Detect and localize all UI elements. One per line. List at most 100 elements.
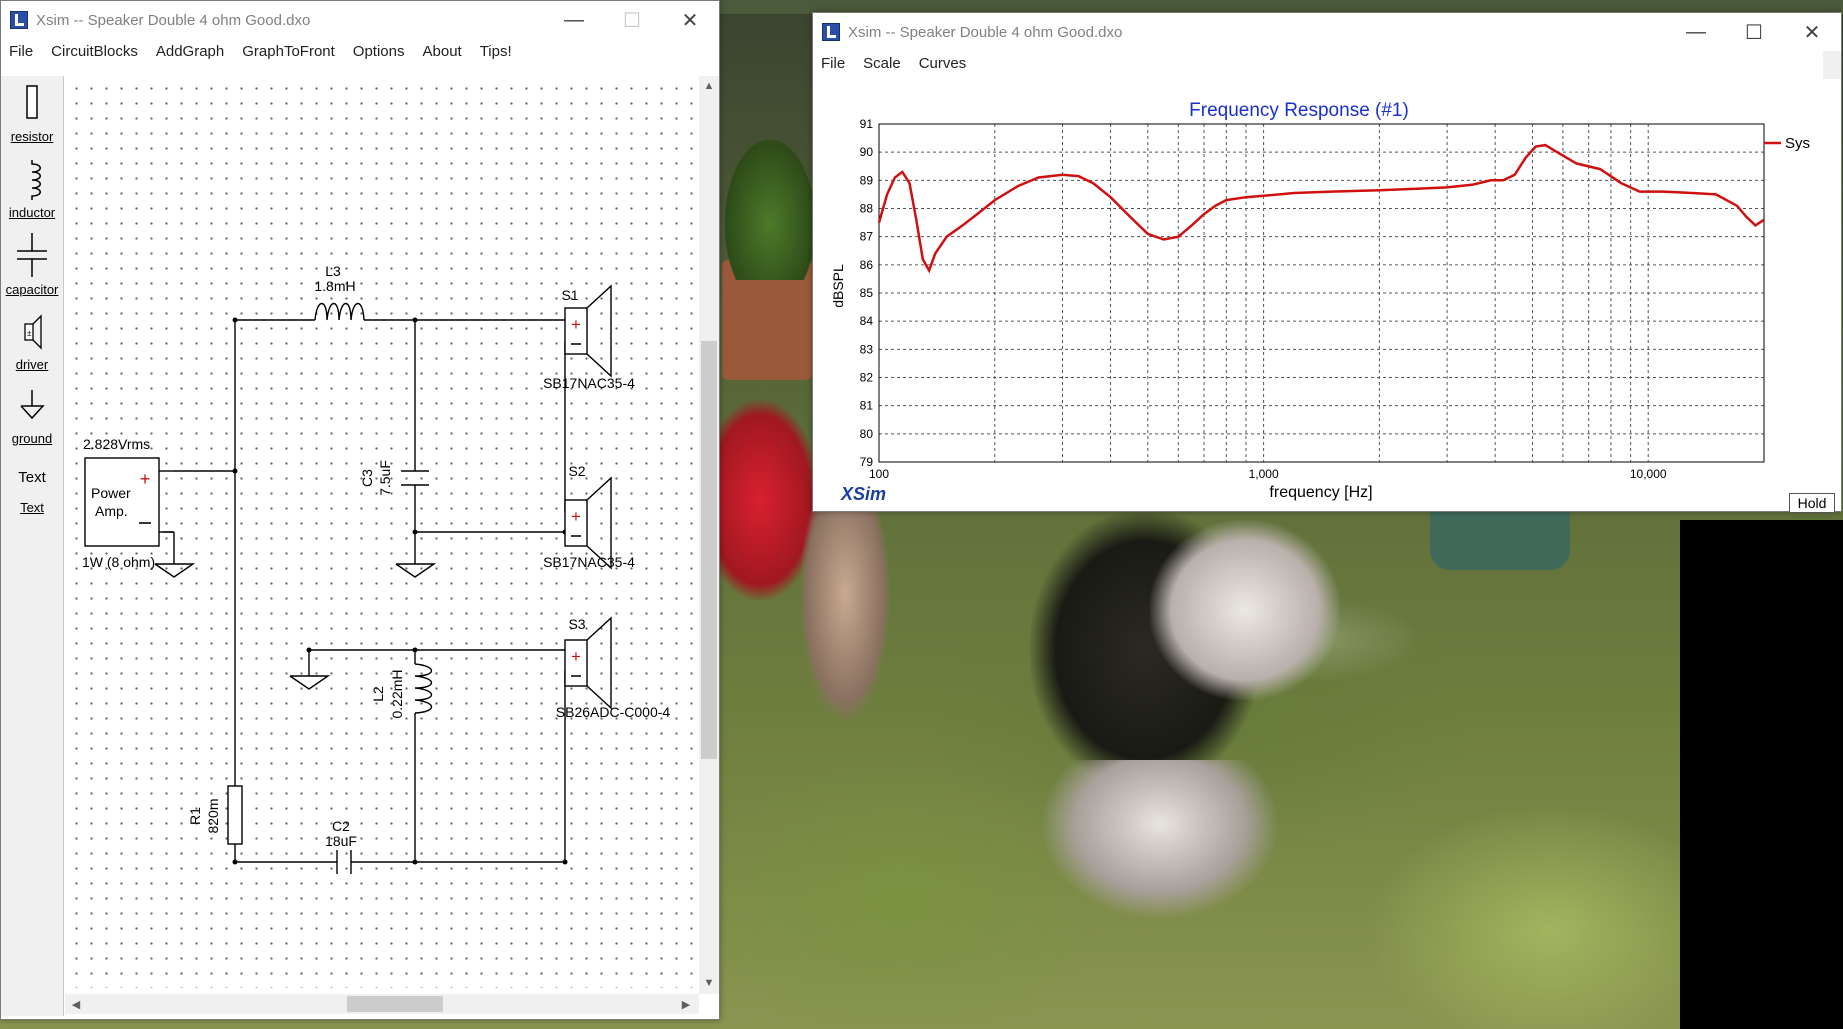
x-tick-label: 100 — [869, 467, 889, 481]
s1-name-label: S1 — [561, 287, 578, 303]
tool-capacitor-label: capacitor — [5, 282, 59, 297]
schematic-window[interactable]: Xsim -- Speaker Double 4 ohm Good.dxo — … — [0, 0, 720, 1020]
driver-icon: ± — [24, 314, 42, 350]
component-toolbox: resistor inductor capacitor ± driver — [1, 76, 64, 1016]
frequency-response-chart: Frequency Response (#1) 79 80 81 82 83 84 85 86… — [830, 100, 1810, 501]
menu-graphtofront[interactable]: GraphToFront — [242, 42, 335, 60]
schematic-canvas[interactable]: + + — [65, 76, 699, 988]
tool-resistor-label: resistor — [10, 129, 54, 144]
x-tick-labels: 100 1,000 10,000 — [869, 467, 1667, 481]
svg-text:+: + — [140, 469, 151, 489]
inductor-icon — [31, 160, 41, 200]
graph-menu-scale[interactable]: Scale — [863, 54, 901, 72]
horizontal-scroll-thumb[interactable] — [347, 996, 443, 1012]
graph-close-icon[interactable]: ✕ — [1803, 21, 1821, 44]
tool-inductor-label: inductor — [8, 205, 56, 220]
tool-text[interactable]: Text Text — [1, 469, 63, 515]
s2-name-label: S2 — [568, 463, 585, 479]
scroll-left-icon[interactable]: ◀ — [71, 998, 81, 1011]
c2-name-label: C2 — [332, 818, 350, 834]
hold-button[interactable]: Hold — [1789, 493, 1835, 513]
photo-plant — [725, 140, 815, 280]
source-name-line2: Amp. — [95, 503, 128, 519]
graph-maximize-icon[interactable]: ☐ — [1745, 21, 1763, 44]
photo-dog-right-legs — [1040, 760, 1280, 920]
tool-resistor[interactable]: resistor — [1, 82, 63, 144]
graph-menu-file[interactable]: File — [821, 54, 846, 72]
desktop-black-area — [1680, 520, 1843, 1029]
graph-titlebar[interactable]: Xsim -- Speaker Double 4 ohm Good.dxo — … — [813, 13, 1841, 51]
s1-model-label: SB17NAC35-4 — [543, 375, 635, 391]
x-axis-label: frequency [Hz] — [1269, 484, 1372, 501]
graph-menubar: File Scale Curves — [813, 51, 1841, 75]
capacitor-icon — [17, 233, 47, 277]
c2-value-label: 18uF — [325, 833, 357, 849]
tool-driver-label: driver — [15, 357, 49, 372]
menu-options[interactable]: Options — [352, 42, 405, 60]
svg-text:+: + — [571, 647, 581, 666]
driver-s3-symbol: + — [564, 616, 612, 710]
tool-text-label: Text — [20, 500, 44, 515]
y-tick-label: 88 — [860, 202, 874, 216]
photo-dog-right-head — [1150, 520, 1340, 700]
s3-name-label: S3 — [568, 616, 585, 632]
chart-grid — [879, 124, 1764, 462]
y-tick-labels: 79 80 81 82 83 84 85 86 87 88 89 90 91 — [860, 117, 874, 469]
menu-circuitblocks[interactable]: CircuitBlocks — [51, 42, 138, 60]
schematic-horizontal-scrollbar[interactable]: ◀ ▶ — [65, 994, 699, 1014]
x-tick-label: 1,000 — [1249, 467, 1279, 481]
schematic-vertical-scrollbar[interactable]: ▲ ▼ — [699, 76, 719, 994]
graph-menu-curves[interactable]: Curves — [918, 54, 967, 72]
l3-name-label: L3 — [325, 263, 341, 279]
menu-addgraph[interactable]: AddGraph — [155, 42, 225, 60]
source-power-label: 1W (8 ohm) — [82, 554, 155, 570]
y-tick-label: 91 — [860, 117, 874, 131]
scroll-down-icon[interactable]: ▼ — [703, 977, 715, 989]
y-tick-label: 86 — [860, 258, 874, 272]
l3-value-label: 1.8mH — [314, 278, 355, 294]
tool-ground[interactable]: ground — [1, 386, 63, 446]
schematic-window-title: Xsim -- Speaker Double 4 ohm Good.dxo — [36, 11, 311, 29]
scroll-up-icon[interactable]: ▲ — [703, 80, 715, 92]
close-icon[interactable]: ✕ — [681, 9, 699, 32]
tool-capacitor[interactable]: capacitor — [1, 233, 63, 297]
r1-value-label: 820m — [205, 798, 221, 833]
minimize-icon[interactable]: — — [564, 8, 584, 31]
photo-dog-left-legs — [800, 510, 890, 720]
resistor-icon — [26, 85, 38, 119]
c3-value-label: 7.5uF — [377, 460, 393, 496]
l2-value-label: 0.22mH — [389, 669, 405, 718]
graph-minimize-icon[interactable]: — — [1686, 20, 1706, 43]
x-tick-label: 10,000 — [1630, 467, 1667, 481]
l2-name-label: L2 — [370, 686, 386, 702]
graph-plot-area[interactable]: Frequency Response (#1) 79 80 81 82 83 84 85 86… — [813, 79, 1841, 513]
scroll-right-icon[interactable]: ▶ — [681, 998, 691, 1011]
r1-name-label: R1 — [187, 807, 203, 825]
tool-driver[interactable]: ± driver — [1, 312, 63, 372]
y-tick-label: 84 — [860, 314, 874, 328]
menu-file[interactable]: File — [9, 42, 34, 60]
menu-about[interactable]: About — [422, 42, 462, 60]
schematic-titlebar[interactable]: Xsim -- Speaker Double 4 ohm Good.dxo — … — [1, 1, 719, 39]
schematic-drawing: + + — [82, 263, 670, 874]
graph-window-title: Xsim -- Speaker Double 4 ohm Good.dxo — [848, 23, 1123, 41]
y-tick-label: 81 — [860, 399, 874, 413]
schematic-menubar: File CircuitBlocks AddGraph GraphToFront… — [1, 39, 719, 63]
y-tick-label: 83 — [860, 342, 874, 356]
driver-s1-symbol: + — [564, 284, 612, 378]
y-tick-label: 80 — [860, 427, 874, 441]
y-tick-label: 87 — [860, 230, 874, 244]
graph-window[interactable]: Xsim -- Speaker Double 4 ohm Good.dxo — … — [812, 12, 1842, 513]
c3-name-label: C3 — [359, 469, 375, 487]
y-tick-label: 79 — [860, 455, 874, 469]
vertical-scroll-thumb[interactable] — [701, 341, 717, 759]
menu-tips[interactable]: Tips! — [479, 42, 512, 60]
maximize-icon[interactable]: ☐ — [623, 9, 641, 32]
source-voltage-label: 2.828Vrms — [83, 436, 150, 452]
legend-label-sys: Sys — [1785, 135, 1810, 152]
ground-icon — [20, 390, 45, 420]
s2-model-label: SB17NAC35-4 — [543, 554, 635, 570]
xsim-logo: XSim — [841, 484, 887, 504]
chart-title: Frequency Response (#1) — [1189, 100, 1409, 121]
tool-inductor[interactable]: inductor — [1, 158, 63, 220]
